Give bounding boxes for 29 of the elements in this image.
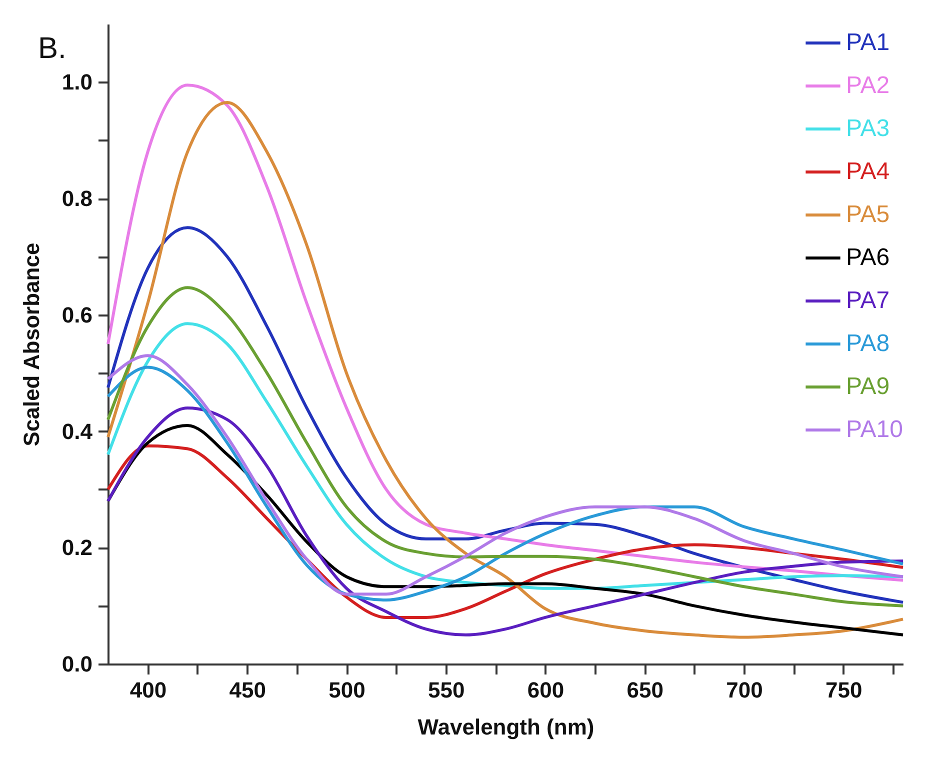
legend-label: PA1 xyxy=(846,29,890,56)
x-tick-label: 600 xyxy=(527,678,564,702)
text: B. xyxy=(38,32,66,65)
line-series xyxy=(106,226,904,604)
y-tick-label: 1.0 xyxy=(62,70,92,95)
x-tick-label: 750 xyxy=(826,678,862,702)
legend-label: PA4 xyxy=(846,158,890,185)
y-tick-label: 0.6 xyxy=(62,302,92,328)
line-series xyxy=(106,286,904,608)
legend-label: PA5 xyxy=(846,201,890,228)
legend-label: PA2 xyxy=(846,72,890,99)
y-axis-title: Scaled Absorbance xyxy=(18,242,44,446)
y-tick-label: 0.8 xyxy=(62,186,92,212)
legend-label: PA7 xyxy=(846,287,890,314)
x-tick-label: 700 xyxy=(726,678,763,702)
x-tick-label: 650 xyxy=(626,678,664,702)
legend-label: PA8 xyxy=(846,330,890,357)
x-tick-label: 550 xyxy=(428,678,465,702)
x-tick-label: 450 xyxy=(229,678,266,702)
x-tick-label: 500 xyxy=(328,678,366,702)
y-tick-label: 0.2 xyxy=(62,535,92,560)
legend-label: PA6 xyxy=(846,244,890,271)
y-tick-label: 0.4 xyxy=(62,418,94,444)
legend-label: PA3 xyxy=(846,115,890,142)
y-tick-label: 0.0 xyxy=(62,652,92,676)
x-tick-label: 400 xyxy=(130,678,167,702)
legend-label: PA9 xyxy=(846,373,890,400)
x-axis-title: Wavelength (nm) xyxy=(418,714,594,740)
legend-label: PA10 xyxy=(846,416,903,443)
